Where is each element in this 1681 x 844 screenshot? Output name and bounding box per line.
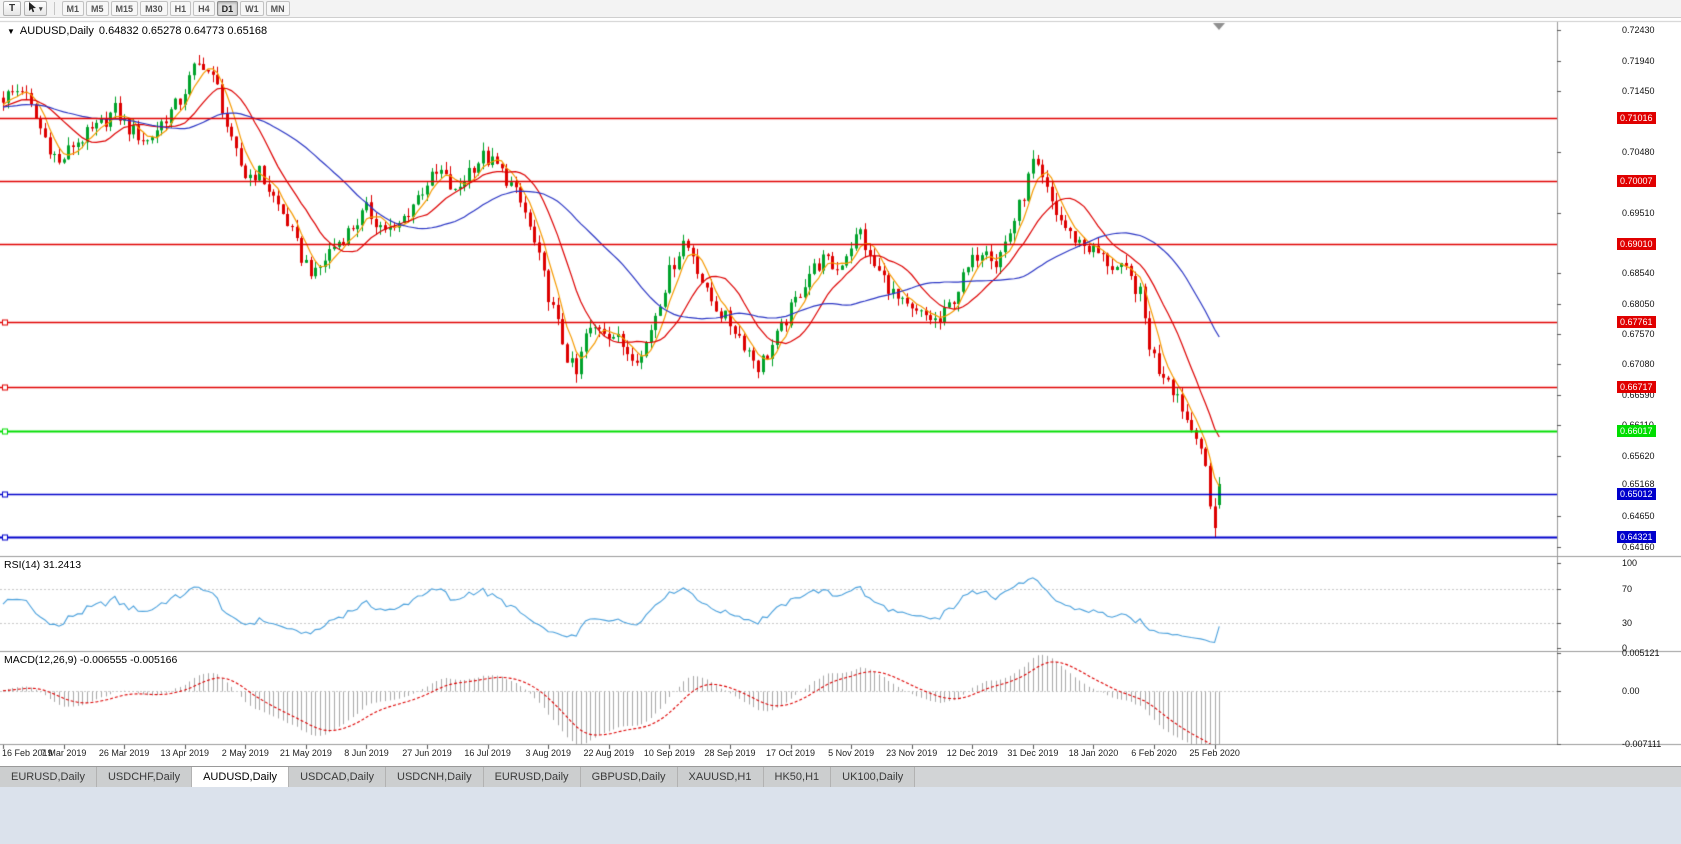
date-axis-label: 10 Sep 2019: [643, 748, 695, 758]
price-chart-canvas[interactable]: [0, 18, 1681, 766]
macd-indicator-label: MACD(12,26,9) -0.006555 -0.005166: [4, 654, 178, 666]
date-axis-label: 12 Dec 2019: [946, 748, 998, 758]
chevron-down-icon: ▾: [39, 5, 43, 13]
rsi-axis-label: 100: [1622, 558, 1638, 568]
level-price-label: 0.69010: [1617, 237, 1656, 250]
top-toolbar: T ▾ M1 M5 M15 M30 H1 H4 D1 W1 MN: [0, 0, 1681, 18]
date-axis-label: 3 Aug 2019: [525, 748, 571, 758]
date-axis-label: 8 Jun 2019: [344, 748, 389, 758]
chart-symbol-period: AUDUSD,Daily: [19, 25, 94, 37]
rsi-axis-label: 30: [1622, 617, 1633, 628]
date-axis-label: 16 Feb 2019: [2, 748, 53, 758]
rsi-axis-label: 0: [1622, 643, 1628, 653]
date-axis-label: 28 Sep 2019: [704, 748, 756, 758]
macd-axis-label: -0.007111: [1622, 738, 1662, 749]
chart-tab-audusd-daily[interactable]: AUDUSD,Daily: [192, 767, 290, 787]
price-axis-label: 0.70480: [1622, 146, 1655, 157]
chart-tab-gbpusd-daily[interactable]: GBPUSD,Daily: [580, 767, 678, 787]
date-axis-label: 25 Feb 2020: [1189, 748, 1240, 758]
date-axis-label: 18 Jan 2020: [1068, 748, 1119, 758]
chart-tab-eurusd-daily[interactable]: EURUSD,Daily: [483, 767, 581, 787]
price-axis-label: 0.67570: [1622, 328, 1655, 339]
date-axis-label: 16 Jul 2019: [464, 748, 511, 758]
chart-tab-usdcnh-daily[interactable]: USDCNH,Daily: [386, 767, 484, 787]
chart-symbol-marker-icon: ▼: [7, 26, 15, 36]
bottom-filler: [0, 787, 1681, 844]
level-price-label: 0.67761: [1617, 315, 1656, 328]
timeframe-button-group: M1 M5 M15 M30 H1 H4 D1 W1 MN: [61, 1, 292, 16]
cursor-tool-button[interactable]: ▾: [24, 1, 47, 16]
price-axis-label: 0.69510: [1622, 207, 1655, 218]
chart-tab-usdchf-daily[interactable]: USDCHF,Daily: [96, 767, 193, 787]
chart-tab-usdcad-daily[interactable]: USDCAD,Daily: [289, 767, 387, 787]
date-axis-label: 31 Dec 2019: [1007, 748, 1059, 758]
price-axis-label: 0.68540: [1622, 268, 1655, 279]
timeframe-button-d1[interactable]: D1: [216, 1, 239, 16]
level-price-label: 0.71016: [1617, 112, 1656, 125]
rsi-indicator-label: RSI(14) 31.2413: [4, 559, 82, 571]
timeframe-button-w1[interactable]: W1: [240, 1, 264, 16]
level-price-label: 0.66717: [1617, 381, 1656, 394]
current-price-label: 0.65168: [1622, 478, 1655, 489]
text-tool-button[interactable]: T: [3, 1, 21, 16]
chart-tab-eurusd-daily[interactable]: EURUSD,Daily: [0, 767, 97, 787]
macd-axis-label: 0.00: [1622, 686, 1640, 696]
chart-tab-hk50-h1[interactable]: HK50,H1: [763, 767, 832, 787]
date-axis-label: 6 Feb 2020: [1131, 748, 1177, 758]
date-axis-label: 26 Mar 2019: [98, 748, 150, 758]
price-axis-label: 0.72430: [1622, 25, 1655, 35]
price-axis-label: 0.71940: [1622, 55, 1655, 66]
timeframe-button-mn[interactable]: MN: [265, 1, 290, 16]
price-axis-label: 0.64650: [1622, 511, 1655, 522]
chart-tab-xauusd-h1[interactable]: XAUUSD,H1: [677, 767, 764, 787]
timeframe-button-m1[interactable]: M1: [61, 1, 85, 16]
timeframe-button-m5[interactable]: M5: [86, 1, 109, 16]
date-axis-label: 13 Apr 2019: [160, 748, 209, 758]
price-axis-label: 0.66590: [1622, 390, 1655, 401]
price-axis-label: 0.65620: [1622, 450, 1655, 461]
date-axis-label: 5 Nov 2019: [828, 748, 875, 758]
macd-axis-label: 0.005121: [1622, 647, 1660, 658]
date-axis-label: 27 Jun 2019: [402, 748, 452, 758]
chart-tab-uk100-daily[interactable]: UK100,Daily: [831, 767, 916, 787]
timeframe-button-m15[interactable]: M15: [110, 1, 139, 16]
price-axis-label: 0.71450: [1622, 86, 1655, 97]
price-axis-label: 0.68050: [1622, 298, 1655, 309]
rsi-axis-label: 70: [1622, 583, 1633, 594]
date-axis-label: 22 Aug 2019: [583, 748, 635, 758]
chart-tabs-bar: EURUSD,Daily USDCHF,Daily AUDUSD,Daily USDC…: [0, 766, 1681, 787]
date-axis-label: 2 May 2019: [221, 748, 269, 758]
level-price-label: 0.66017: [1617, 424, 1656, 437]
timeframe-button-m30[interactable]: M30: [140, 1, 168, 16]
level-price-label: 0.70007: [1617, 175, 1656, 188]
date-axis-label: 23 Nov 2019: [886, 748, 938, 758]
chart-title: ▼ AUDUSD,Daily 0.64832 0.65278 0.64773 0…: [7, 25, 267, 37]
toolbar-separator: [53, 2, 55, 15]
chart-ohlc-values: 0.64832 0.65278 0.64773 0.65168: [98, 25, 268, 37]
timeframe-button-h4[interactable]: H4: [193, 1, 215, 16]
price-axis-label: 0.64160: [1622, 542, 1655, 552]
timeframe-button-h1[interactable]: H1: [169, 1, 192, 16]
price-axis-label: 0.67080: [1622, 359, 1655, 370]
chart-area: ▼ AUDUSD,Daily 0.64832 0.65278 0.64773 0…: [0, 18, 1681, 766]
chart-tabs: EURUSD,Daily USDCHF,Daily AUDUSD,Daily USDC…: [0, 767, 916, 787]
cursor-icon: [28, 1, 37, 16]
date-axis-label: 21 May 2019: [279, 748, 332, 758]
level-price-label: 0.64321: [1617, 530, 1656, 543]
date-axis-label: 17 Oct 2019: [766, 748, 816, 758]
date-axis-label: 7 Mar 2019: [40, 748, 87, 758]
level-price-label: 0.65012: [1617, 487, 1656, 500]
